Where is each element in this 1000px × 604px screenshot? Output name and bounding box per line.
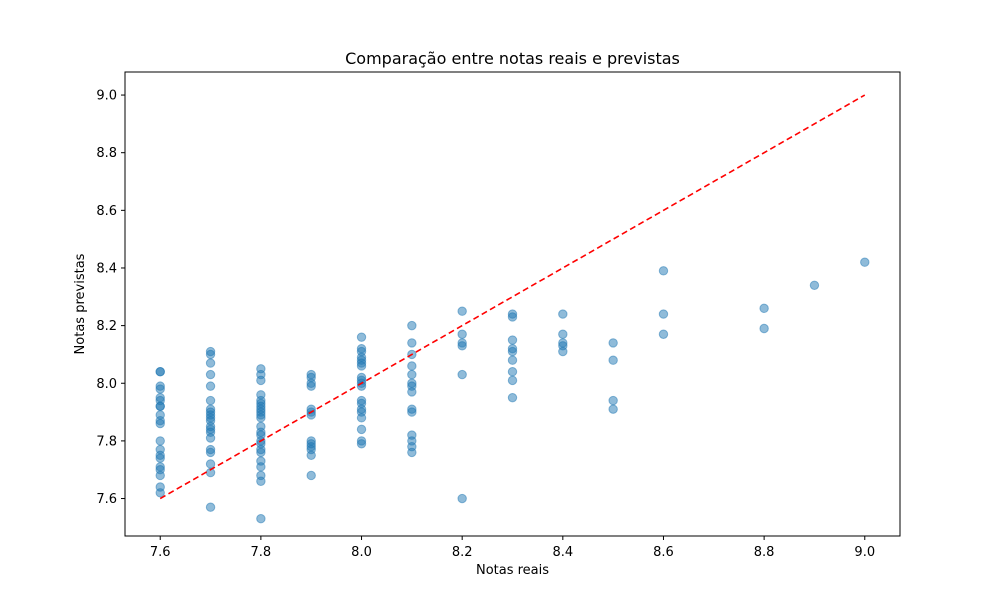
data-point (356, 424, 367, 435)
data-point (256, 375, 266, 386)
data-point (155, 418, 165, 429)
data-point (507, 375, 518, 386)
data-point (205, 349, 216, 360)
data-point (256, 462, 266, 472)
data-point (155, 367, 165, 377)
data-point (658, 266, 669, 276)
y-axis-label: Notas previstas (73, 253, 88, 354)
y-tick-label: 8.6 (96, 204, 117, 219)
data-point (658, 309, 669, 319)
chart-title: Comparação entre notas reais e previstas (345, 49, 680, 68)
data-point (608, 338, 618, 348)
data-point (155, 488, 165, 498)
data-point (205, 369, 216, 380)
data-point (155, 470, 165, 481)
data-point (457, 329, 467, 339)
data-point (356, 361, 367, 371)
data-point (356, 413, 367, 423)
data-point (155, 436, 165, 446)
data-point (407, 447, 417, 458)
x-axis-label: Notas reais (476, 563, 549, 578)
data-point (507, 312, 518, 322)
data-point (558, 346, 568, 357)
data-point (205, 395, 216, 406)
data-point (407, 369, 417, 380)
data-point (256, 514, 266, 524)
data-point (205, 459, 216, 469)
data-point (407, 387, 417, 397)
data-point (608, 395, 618, 406)
data-point (205, 381, 216, 391)
data-point (205, 447, 216, 458)
data-point (306, 381, 316, 391)
data-point (558, 309, 568, 319)
data-point (507, 346, 518, 357)
x-tick-label: 7.8 (251, 545, 272, 560)
x-tick-label: 8.2 (452, 545, 473, 560)
data-point (457, 493, 467, 504)
data-point (457, 341, 467, 351)
y-tick-label: 7.8 (96, 434, 117, 449)
data-point (356, 439, 367, 449)
data-point (205, 433, 216, 443)
data-point (407, 320, 417, 331)
x-tick-label: 8.4 (552, 545, 573, 560)
data-point (809, 280, 820, 290)
plot-area-frame (124, 71, 901, 537)
data-point (407, 361, 417, 371)
data-point (608, 404, 618, 414)
data-point (306, 470, 316, 481)
y-tick-label: 8.4 (96, 261, 117, 276)
data-point (457, 369, 467, 380)
data-point (155, 401, 165, 412)
data-point (155, 384, 165, 394)
x-tick-label: 8.6 (653, 545, 674, 560)
data-point (407, 338, 417, 348)
data-point (256, 413, 266, 423)
x-tick-label: 8.8 (754, 545, 775, 560)
data-point (407, 407, 417, 417)
data-point (608, 355, 618, 365)
data-point (256, 447, 266, 458)
x-tick-label: 8.0 (351, 545, 372, 560)
data-point (507, 355, 518, 365)
data-point (205, 358, 216, 368)
data-point (558, 329, 568, 339)
data-point (306, 450, 316, 461)
y-tick-label: 7.6 (96, 492, 117, 507)
data-point (155, 453, 165, 463)
x-tick-label: 9.0 (854, 545, 875, 560)
y-tick-label: 8.2 (96, 319, 117, 334)
data-point (256, 476, 266, 486)
y-tick-label: 8.8 (96, 146, 117, 161)
data-point (759, 303, 769, 314)
data-point (759, 323, 769, 334)
data-point (658, 329, 669, 339)
points-layer (155, 257, 870, 524)
data-point (356, 332, 367, 342)
ticks-layer: 7.6 7.8 8.0 8.2 8.4 8.6 8.8 9.0 7.6 7.8 8.0 8.2 8.4 8… (96, 89, 875, 560)
y-tick-label: 8.0 (96, 377, 117, 392)
data-point (507, 392, 518, 403)
y-tick-label: 9.0 (96, 89, 117, 104)
x-tick-label: 7.6 (150, 545, 171, 560)
data-point (860, 257, 870, 267)
data-point (205, 502, 216, 512)
data-point (507, 335, 518, 345)
reference-line (159, 94, 866, 500)
data-point (507, 367, 518, 377)
data-point (457, 306, 467, 316)
